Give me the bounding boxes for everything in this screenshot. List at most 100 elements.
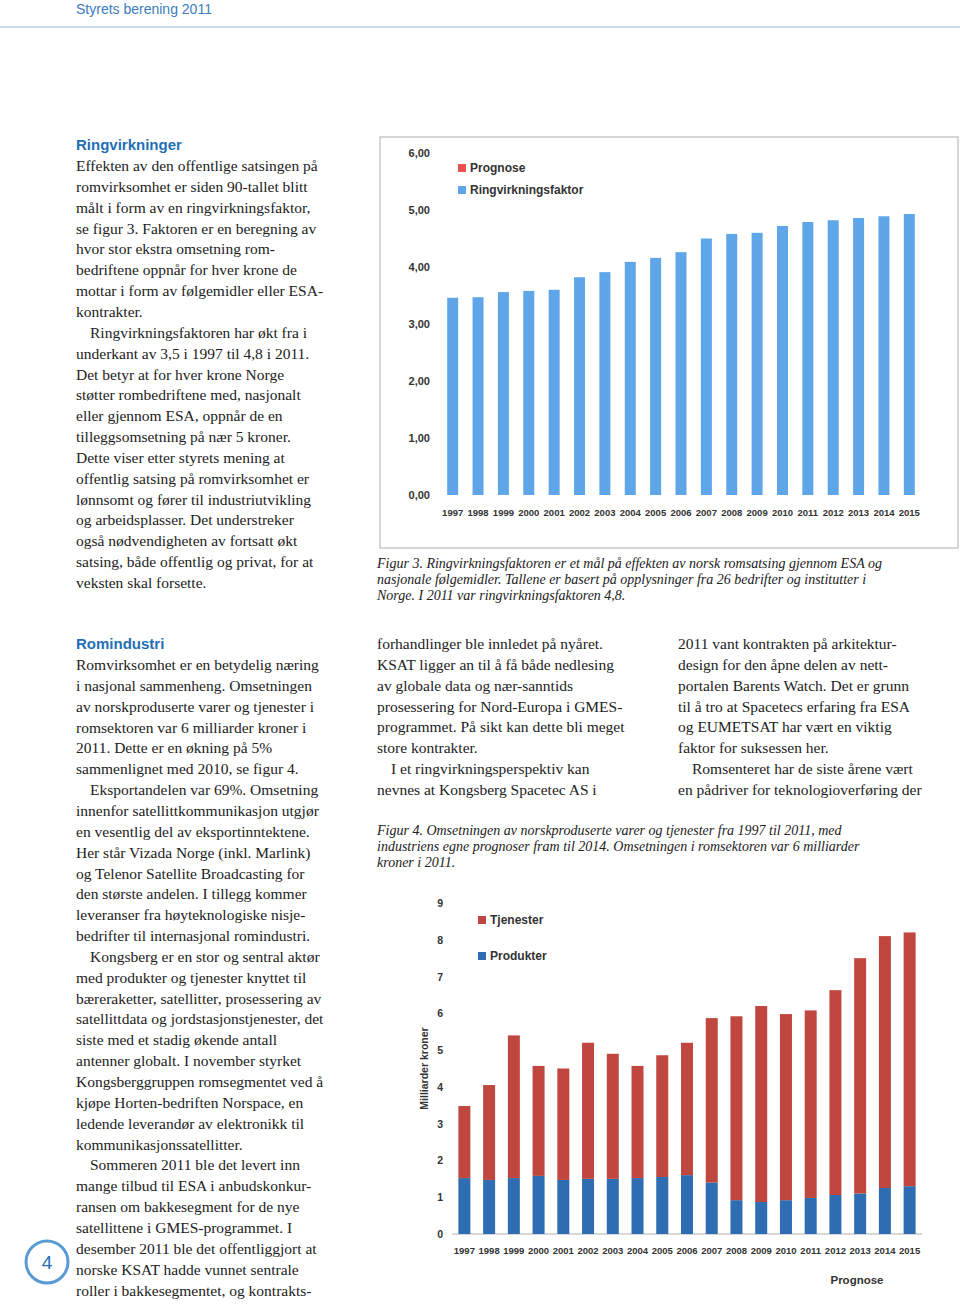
body-text: desember 2011 ble det offentliggjort at: [76, 1240, 317, 1257]
x-tick-label: 2003: [594, 507, 615, 518]
x-tick-label: 2004: [627, 1245, 649, 1256]
bar: [650, 258, 661, 495]
body-text: og EUMETSAT har vært en viktig: [678, 718, 892, 735]
bar: [447, 298, 458, 495]
bar: [498, 292, 509, 495]
body-text: siste med et stadig økende antall: [76, 1031, 277, 1048]
bar-segment: [805, 1198, 817, 1234]
x-tick-label: 2009: [747, 507, 768, 518]
bar: [752, 233, 763, 495]
body-text: underkant av 3,5 i 1997 til 4,8 i 2011.: [76, 345, 309, 362]
body-text: en vesentlig del av eksportinntektene.: [76, 823, 310, 840]
figure-caption: Figur 4. Omsetningen av norskproduserte …: [376, 823, 843, 838]
x-tick-label: 2013: [850, 1245, 871, 1256]
bar-segment: [656, 1055, 668, 1177]
x-tick-label: 2014: [873, 507, 895, 518]
bar-segment: [730, 1200, 742, 1234]
x-tick-label: 2004: [620, 507, 642, 518]
running-header: Styrets berening 2011: [76, 1, 212, 17]
body-text: portalen Barents Watch. Det er grunn: [678, 677, 909, 694]
x-tick-label: 2010: [775, 1245, 796, 1256]
body-text: store kontrakter.: [377, 739, 478, 756]
y-axis-label: Milliarder kroner: [418, 1027, 430, 1109]
y-tick-label: 9: [437, 897, 443, 909]
body-text: Kongsberg er en stor og sentral aktør: [90, 948, 320, 965]
x-tick-label: 2002: [569, 507, 590, 518]
bar-segment: [904, 1186, 916, 1234]
bars: [447, 214, 915, 495]
bar-segment: [755, 1006, 767, 1202]
y-tick-label: 6: [437, 1007, 443, 1019]
bar-segment: [730, 1016, 742, 1200]
body-text: Ringvirkningsfaktoren har økt fra i: [90, 324, 308, 341]
body-text: satellittdata og jordstasjonstjenester, …: [76, 1010, 324, 1027]
bar-segment: [805, 1010, 817, 1198]
body-text: innenfor satellittkommunikasjon utgjør: [76, 802, 320, 819]
legend-swatch: [478, 952, 486, 960]
y-tick-label: 6,00: [409, 147, 430, 159]
section-heading: Romindustri: [76, 635, 164, 652]
x-tick-label: 2015: [899, 507, 921, 518]
body-text: og Telenor Satellite Broadcasting for: [76, 865, 305, 882]
body-text: Eksportandelen var 69%. Omsetning: [90, 781, 318, 798]
x-tick-label: 2011: [800, 1245, 821, 1256]
body-text: roller i bakkesegmentet, og kontrakts-: [76, 1282, 311, 1299]
figure-caption: kroner i 2011.: [377, 855, 455, 870]
body-text: 2011 vant kontrakten på arkitektur-: [678, 635, 897, 652]
bar-segment: [632, 1178, 644, 1234]
bar: [878, 216, 889, 495]
bar-segment: [582, 1179, 594, 1234]
bar-segment: [681, 1175, 693, 1234]
body-text: design for den åpne delen av nett-: [678, 656, 888, 673]
bar-segment: [533, 1176, 545, 1234]
x-tick-label: 2000: [518, 507, 539, 518]
body-text: Romvirksomhet er en betydelig næring: [76, 656, 319, 673]
x-tick-label: 2006: [670, 507, 691, 518]
body-text: romvirksomhet er siden 90-tallet blitt: [76, 178, 308, 195]
body-text: bedrifter til internasjonal romindustri.: [76, 927, 310, 944]
body-text: målt i form av en ringvirkningsfaktor,: [76, 199, 310, 216]
bar-segment: [607, 1054, 619, 1179]
bar-segment: [632, 1066, 644, 1178]
bar-segment: [706, 1183, 718, 1234]
bar-segment: [780, 1200, 792, 1234]
bar-segment: [557, 1180, 569, 1234]
bar-segment: [904, 932, 916, 1186]
bar-segment: [879, 936, 891, 1188]
y-tick-label: 0: [437, 1228, 443, 1240]
body-text: Sommeren 2011 ble det levert inn: [90, 1156, 300, 1173]
body-text: den største andelen. I tillegg kommer: [76, 885, 308, 902]
body-text: bedriftene oppnår for hver krone de: [76, 261, 297, 278]
annotation: Prognose: [830, 1274, 883, 1286]
body-text: faktor for suksessen her.: [678, 739, 829, 756]
body-text: romsektoren var 6 milliarder kroner i: [76, 719, 307, 736]
body-text: mange tilbud til ESA i anbudskonkur-: [76, 1177, 311, 1194]
bar: [523, 291, 534, 495]
bar: [726, 234, 737, 495]
body-text: tilleggsomsetning på nær 5 kroner.: [76, 428, 291, 445]
body-text: kommunikasjonssatellitter.: [76, 1136, 243, 1153]
bar-segment: [780, 1014, 792, 1200]
page-number: 4: [42, 1252, 53, 1273]
legend-swatch: [458, 164, 466, 172]
body-text: Effekten av den offentlige satsingen på: [76, 157, 318, 174]
header-rule: [0, 27, 960, 28]
bar-segment: [533, 1066, 545, 1176]
body-text: offentlig satsing på romvirksomhet er: [76, 470, 310, 487]
y-tick-label: 5,00: [409, 204, 430, 216]
y-tick-label: 7: [437, 971, 443, 983]
body-text: lønnsomt og fører til industriutvikling: [76, 491, 311, 508]
figure-caption: nasjonale følgemidler. Tallene er basert…: [377, 572, 866, 587]
body-text: støtter rombedriftene med, nasjonalt: [76, 386, 301, 403]
bar: [802, 222, 813, 495]
body-text: Her står Vizada Norge (inkl. Marlink): [76, 844, 310, 862]
body-text: KSAT ligger an til å få både nedlesing: [377, 656, 614, 673]
bar-segment: [706, 1018, 718, 1182]
legend-swatch: [478, 916, 486, 924]
body-text: og arbeidsplasser. Det understreker: [76, 511, 295, 528]
bar-segment: [681, 1043, 693, 1175]
body-text: satsing, både offentlig og privat, for a…: [76, 553, 314, 570]
body-text: forhandlinger ble innledet på nyåret.: [377, 635, 603, 652]
bar-segment: [829, 990, 841, 1195]
y-tick-label: 2: [437, 1154, 443, 1166]
